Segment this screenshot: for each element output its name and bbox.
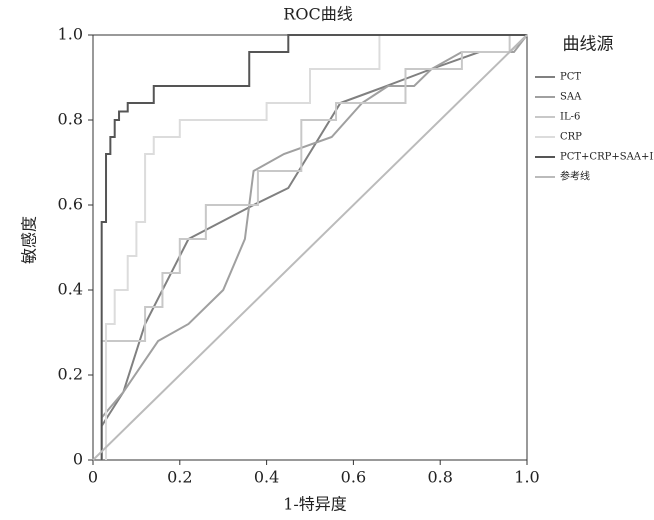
y-tick-label: 0.4 (58, 280, 83, 299)
x-tick-label: 1.0 (514, 468, 539, 487)
roc-line (100, 34, 527, 460)
legend-label: CRP (560, 132, 582, 143)
roc-line (92, 34, 528, 461)
y-tick-label: 0.8 (58, 110, 83, 129)
x-tick-label: 0.8 (427, 468, 452, 487)
x-tick-label: 0.2 (167, 468, 192, 487)
x-tick-label: 0.4 (254, 468, 279, 487)
chart-title: ROC曲线 (283, 5, 352, 24)
y-tick-label: 0 (73, 450, 83, 469)
roc-line (100, 34, 528, 427)
legend-label: PCT (560, 72, 581, 83)
legend-label: 参考线 (560, 170, 590, 183)
y-tick-label: 0.6 (58, 195, 83, 214)
legend-label: PCT+CRP+SAA+IL-6 (560, 152, 654, 163)
legend-title: 曲线源 (563, 35, 614, 55)
x-tick-label: 0 (88, 468, 98, 487)
legend-label: SAA (560, 92, 582, 103)
y-tick-label: 0.2 (58, 365, 83, 384)
x-tick-label: 0.6 (341, 468, 366, 487)
roc-line (100, 34, 528, 419)
roc-line (100, 34, 527, 460)
x-axis-label: 1-特异度 (283, 495, 347, 514)
legend-label: IL-6 (560, 112, 580, 123)
y-axis-label: 敏感度 (20, 216, 39, 264)
roc-line (105, 34, 527, 460)
y-tick-label: 1.0 (58, 25, 83, 44)
